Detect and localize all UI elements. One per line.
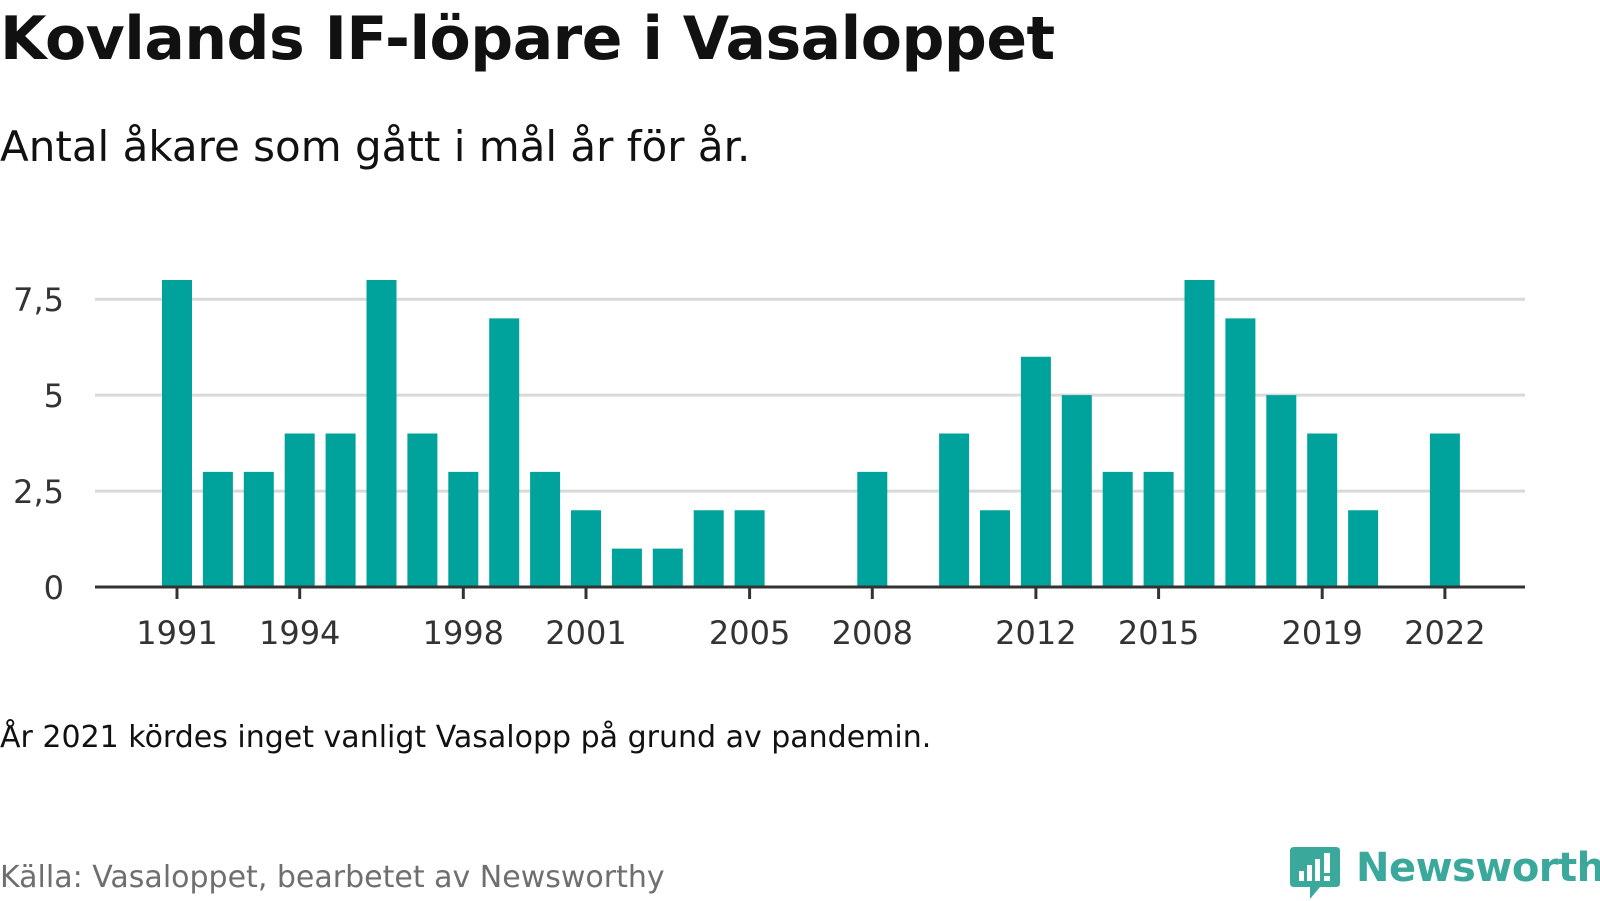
newsworthy-logo: Newsworthy: [1290, 843, 1600, 901]
bar-2014: [1102, 471, 1133, 587]
bar-1992: [202, 471, 233, 587]
bar-1995: [325, 433, 356, 587]
bar-1997: [407, 433, 438, 587]
x-tick-label: 2008: [832, 614, 913, 652]
bar-2017: [1225, 318, 1256, 587]
bar-1998: [448, 471, 479, 587]
x-tick-label: 2015: [1118, 614, 1199, 652]
chart-subtitle: Antal åkare som gått i mål år för år.: [0, 122, 751, 171]
bar-2018: [1266, 395, 1297, 587]
y-axis-ticks: 0 2,5 5 7,5: [13, 281, 64, 607]
x-tick-label: 2019: [1281, 614, 1362, 652]
bar-1993: [243, 471, 274, 587]
x-tick-label: 1994: [259, 614, 340, 652]
newsworthy-logo-text: Newsworthy: [1356, 845, 1600, 891]
x-tick-label: 2012: [995, 614, 1076, 652]
bar-2011: [980, 510, 1010, 587]
x-tick-label: 2001: [545, 614, 626, 652]
bar-2016: [1184, 280, 1215, 587]
bar-2004: [693, 510, 724, 587]
bar-2012: [1020, 356, 1051, 587]
bar-2001: [571, 510, 601, 587]
x-tick-label: 2022: [1404, 614, 1485, 652]
bar-2020: [1348, 510, 1379, 587]
bar-2019: [1307, 433, 1338, 587]
bar-2000: [530, 471, 561, 587]
y-tick-label: 7,5: [13, 281, 64, 319]
x-tick-label: 2005: [709, 614, 790, 652]
x-tick-label: 1998: [423, 614, 504, 652]
bar-2010: [939, 433, 970, 587]
y-tick-label: 5: [44, 377, 64, 415]
newsworthy-logo-icon: [1290, 847, 1340, 899]
source-credit: Källa: Vasaloppet, bearbetet av Newswort…: [0, 860, 665, 895]
bar-2008: [857, 471, 888, 587]
bar-1999: [489, 318, 520, 587]
bar-1991: [162, 280, 192, 587]
bar-2005: [734, 510, 765, 587]
y-tick-label: 0: [44, 569, 64, 607]
bar-chart: 0 2,5 5 7,5 1991 1994 1998 2001 2005 2008 2012 201…: [13, 280, 1525, 652]
bar-2015: [1143, 471, 1174, 587]
bar-2022: [1429, 433, 1460, 587]
chart-footnote: År 2021 kördes inget vanligt Vasalopp på…: [0, 720, 932, 755]
x-axis-ticks: 1991 1994 1998 2001 2005 2008 2012 2015 2019 2022: [136, 587, 1486, 652]
y-tick-label: 2,5: [13, 473, 64, 511]
bars: [162, 280, 1460, 587]
bar-2013: [1061, 395, 1092, 587]
x-tick-label: 1991: [136, 614, 217, 652]
chart-title: Kovlands IF-löpare i Vasaloppet: [0, 4, 1055, 74]
bar-2002: [611, 548, 642, 587]
bar-1994: [284, 433, 315, 587]
bar-1996: [366, 280, 397, 587]
bar-2003: [652, 548, 683, 587]
